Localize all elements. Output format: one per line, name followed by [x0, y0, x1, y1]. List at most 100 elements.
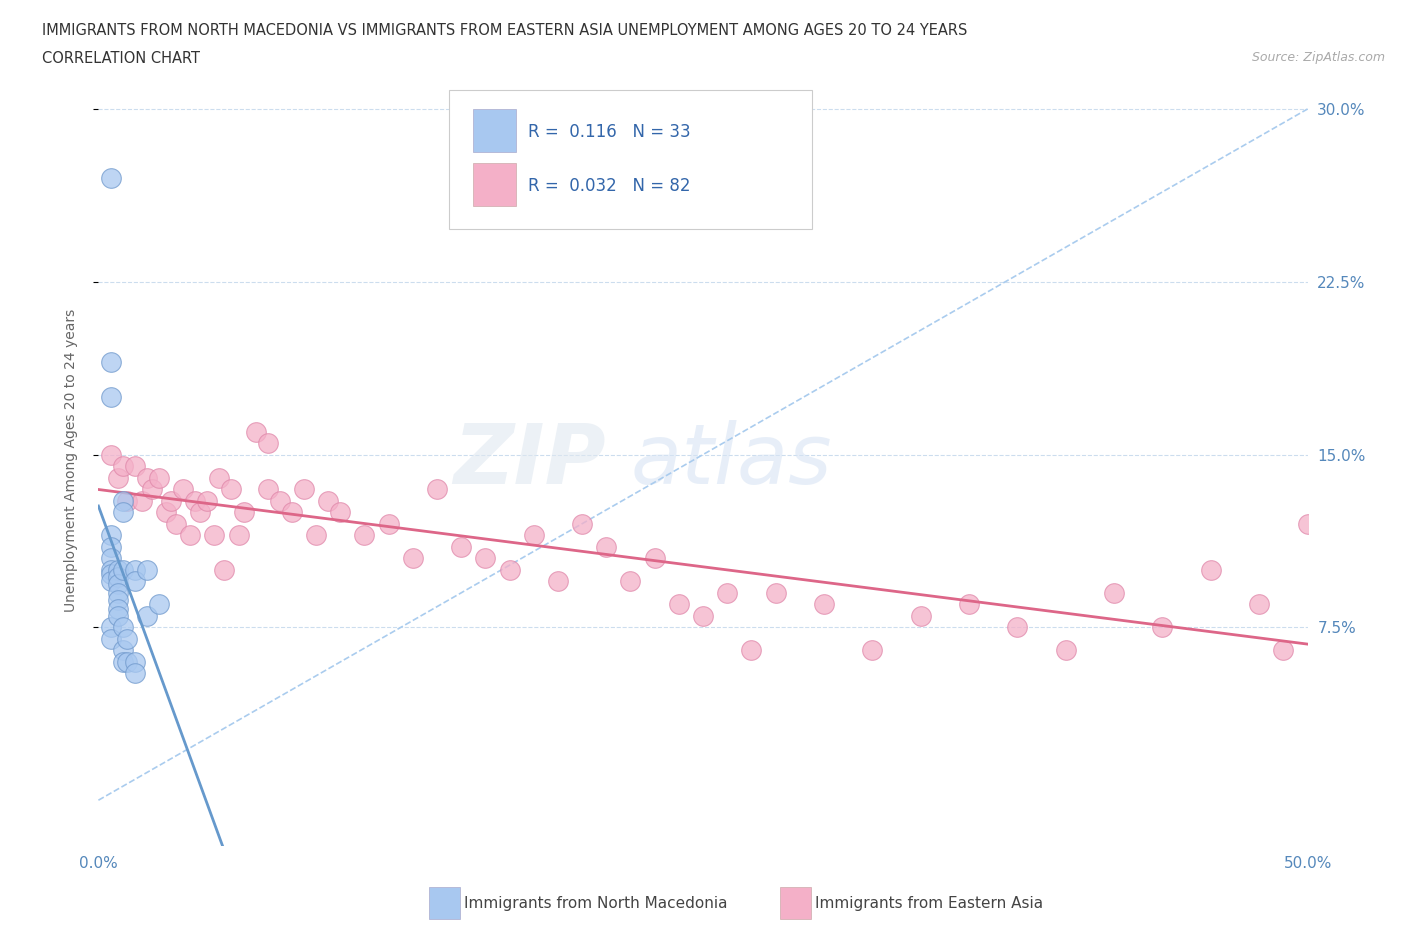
Point — [135, 471, 157, 485]
Point — [100, 563, 122, 578]
Point — [117, 655, 139, 670]
Point — [740, 643, 762, 658]
Point — [111, 458, 134, 473]
Point — [100, 528, 122, 543]
Point — [232, 505, 254, 520]
Point — [281, 505, 304, 520]
FancyBboxPatch shape — [474, 109, 516, 152]
Point — [256, 482, 278, 497]
Point — [547, 574, 569, 589]
Y-axis label: Unemployment Among Ages 20 to 24 years: Unemployment Among Ages 20 to 24 years — [63, 309, 77, 612]
Point — [111, 620, 134, 635]
Point — [353, 528, 375, 543]
Point — [595, 539, 617, 554]
Text: atlas: atlas — [630, 419, 832, 501]
Text: Immigrants from North Macedonia: Immigrants from North Macedonia — [464, 897, 727, 911]
Point — [228, 528, 250, 543]
FancyBboxPatch shape — [474, 163, 516, 206]
Point — [910, 608, 932, 623]
Point — [111, 505, 134, 520]
Point — [245, 424, 267, 439]
Point — [100, 170, 122, 185]
Text: Immigrants from Eastern Asia: Immigrants from Eastern Asia — [815, 897, 1043, 911]
Point — [179, 528, 201, 543]
Text: Source: ZipAtlas.com: Source: ZipAtlas.com — [1251, 51, 1385, 64]
Point — [107, 585, 129, 600]
Point — [204, 528, 226, 543]
Point — [107, 563, 129, 578]
Point — [426, 482, 449, 497]
Point — [1249, 597, 1271, 612]
Point — [644, 551, 666, 565]
Point — [1272, 643, 1295, 658]
Point — [111, 655, 134, 670]
Point — [165, 516, 187, 531]
Point — [208, 471, 231, 485]
Point — [292, 482, 315, 497]
Point — [107, 569, 129, 584]
Point — [668, 597, 690, 612]
Text: CORRELATION CHART: CORRELATION CHART — [42, 51, 200, 66]
Point — [107, 577, 129, 591]
Point — [124, 666, 146, 681]
Point — [100, 447, 122, 462]
Point — [571, 516, 593, 531]
Point — [692, 608, 714, 623]
Point — [765, 585, 787, 600]
Point — [107, 592, 129, 607]
Point — [107, 608, 129, 623]
Point — [135, 608, 157, 623]
Point — [141, 482, 163, 497]
Point — [184, 493, 207, 508]
Point — [100, 574, 122, 589]
Point — [1102, 585, 1125, 600]
Point — [100, 539, 122, 554]
Point — [329, 505, 352, 520]
Point — [107, 471, 129, 485]
Point — [1296, 516, 1319, 531]
Point — [155, 505, 177, 520]
Point — [117, 493, 139, 508]
Point — [619, 574, 641, 589]
Point — [450, 539, 472, 554]
Point — [195, 493, 218, 508]
Point — [100, 355, 122, 370]
Point — [124, 574, 146, 589]
Point — [135, 563, 157, 578]
FancyBboxPatch shape — [449, 90, 811, 229]
Point — [860, 643, 883, 658]
Point — [124, 655, 146, 670]
Point — [111, 643, 134, 658]
Point — [124, 458, 146, 473]
Point — [523, 528, 546, 543]
Point — [1152, 620, 1174, 635]
Point — [148, 471, 170, 485]
Point — [124, 563, 146, 578]
Point — [498, 563, 520, 578]
Point — [131, 493, 153, 508]
Point — [316, 493, 339, 508]
Point — [100, 567, 122, 582]
Point — [256, 435, 278, 450]
Point — [100, 390, 122, 405]
Point — [188, 505, 211, 520]
Text: IMMIGRANTS FROM NORTH MACEDONIA VS IMMIGRANTS FROM EASTERN ASIA UNEMPLOYMENT AMO: IMMIGRANTS FROM NORTH MACEDONIA VS IMMIG… — [42, 23, 967, 38]
Point — [100, 551, 122, 565]
Point — [212, 563, 235, 578]
Point — [221, 482, 243, 497]
Point — [716, 585, 738, 600]
Point — [402, 551, 425, 565]
Point — [100, 620, 122, 635]
Point — [172, 482, 194, 497]
Point — [148, 597, 170, 612]
Point — [474, 551, 496, 565]
Text: ZIP: ZIP — [454, 419, 606, 501]
Point — [111, 493, 134, 508]
Point — [160, 493, 183, 508]
Point — [957, 597, 980, 612]
Point — [111, 563, 134, 578]
Text: R =  0.116   N = 33: R = 0.116 N = 33 — [527, 123, 690, 140]
Point — [305, 528, 328, 543]
Point — [1007, 620, 1029, 635]
Point — [117, 631, 139, 646]
